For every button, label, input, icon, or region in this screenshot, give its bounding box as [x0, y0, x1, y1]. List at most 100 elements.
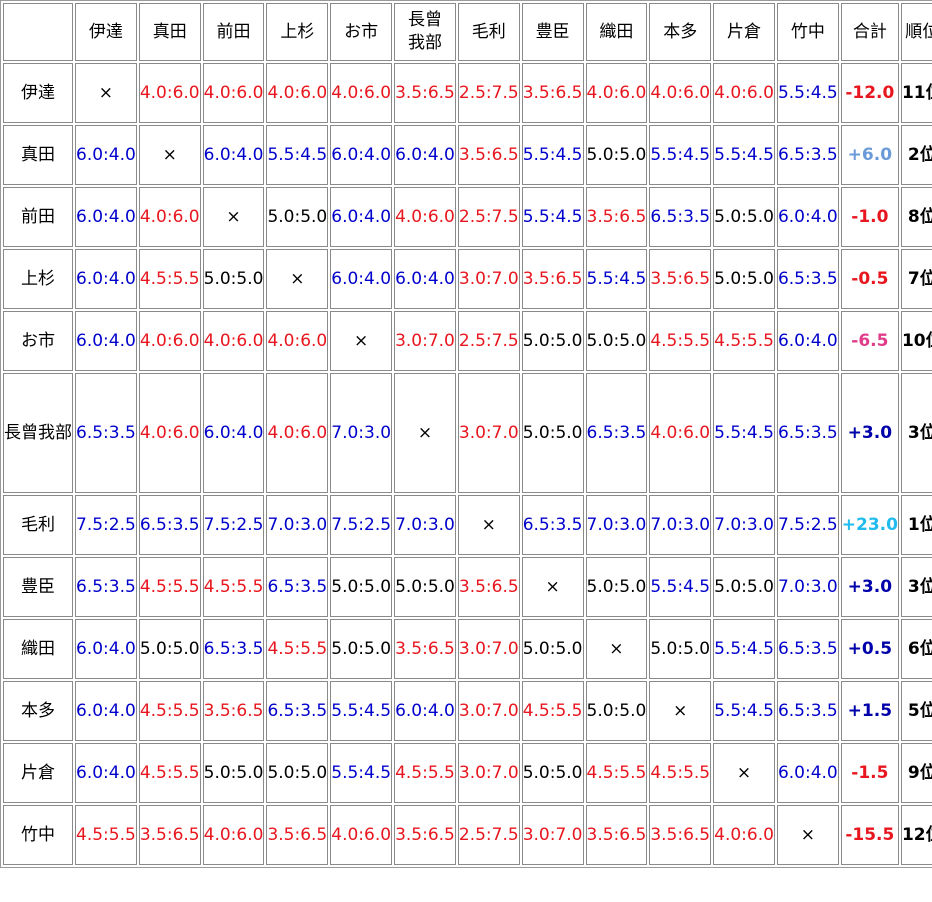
total-cell: +1.5	[840, 681, 899, 741]
score-cell: 4.0:6.0	[585, 63, 648, 123]
table-row: 毛利 7.5:2.5 6.5:3.5 7.5:2.5 7.0:3.0 7.5:2.5 7.0…	[3, 495, 932, 555]
rank-header: 順位	[900, 3, 932, 61]
self-match-cell: ×	[776, 805, 839, 865]
score-cell: 6.0:4.0	[330, 249, 393, 309]
rank-cell: 8位	[900, 187, 932, 247]
score-cell: 5.0:5.0	[713, 249, 775, 309]
score-cell: 5.0:5.0	[202, 743, 265, 803]
self-match-cell: ×	[649, 681, 712, 741]
self-match-cell: ×	[138, 125, 201, 185]
score-cell: 3.5:6.5	[585, 805, 648, 865]
score-cell: 4.5:5.5	[649, 743, 712, 803]
score-cell: 3.0:7.0	[457, 619, 520, 679]
score-cell: 3.5:6.5	[649, 805, 712, 865]
row-header: 伊達	[3, 63, 73, 123]
score-cell: 3.5:6.5	[394, 805, 456, 865]
score-cell: 4.0:6.0	[138, 373, 201, 493]
score-cell: 5.5:4.5	[521, 187, 584, 247]
rank-cell: 2位	[900, 125, 932, 185]
score-cell: 7.0:3.0	[266, 495, 329, 555]
rank-cell: 3位	[900, 557, 932, 617]
total-cell: +0.5	[840, 619, 899, 679]
table-row: 真田 6.0:4.0 × 6.0:4.0 5.5:4.5 6.0:4.0 6.0:4.0 3.…	[3, 125, 932, 185]
score-cell: 4.0:6.0	[330, 805, 393, 865]
score-cell: 5.0:5.0	[713, 557, 775, 617]
score-cell: 7.0:3.0	[585, 495, 648, 555]
score-cell: 7.5:2.5	[776, 495, 839, 555]
table-row: 上杉 6.0:4.0 4.5:5.5 5.0:5.0 × 6.0:4.0 6.0:4.0 3.…	[3, 249, 932, 309]
total-cell: +3.0	[840, 557, 899, 617]
self-match-cell: ×	[394, 373, 456, 493]
score-cell: 6.5:3.5	[75, 557, 137, 617]
row-header: 上杉	[3, 249, 73, 309]
score-cell: 3.0:7.0	[457, 681, 520, 741]
score-cell: 7.0:3.0	[394, 495, 456, 555]
score-cell: 3.5:6.5	[649, 249, 712, 309]
score-cell: 7.5:2.5	[75, 495, 137, 555]
score-cell: 4.5:5.5	[394, 743, 456, 803]
score-cell: 6.5:3.5	[776, 373, 839, 493]
self-match-cell: ×	[521, 557, 584, 617]
table-row: 長曾我部 6.5:3.5 4.0:6.0 6.0:4.0 4.0:6.0 7.0:3.0 ×…	[3, 373, 932, 493]
score-cell: 3.0:7.0	[521, 805, 584, 865]
total-cell: -0.5	[840, 249, 899, 309]
score-cell: 2.5:7.5	[457, 63, 520, 123]
rank-cell: 3位	[900, 373, 932, 493]
score-cell: 6.0:4.0	[394, 681, 456, 741]
score-cell: 4.5:5.5	[202, 557, 265, 617]
table-row: 本多 6.0:4.0 4.5:5.5 3.5:6.5 6.5:3.5 5.5:4.5 6.0…	[3, 681, 932, 741]
total-cell: -1.0	[840, 187, 899, 247]
score-cell: 6.0:4.0	[394, 249, 456, 309]
self-match-cell: ×	[202, 187, 265, 247]
results-table-container: 伊達 真田 前田 上杉 お市 長曾我部 毛利 豊臣 織田 本多 片倉 竹中 合計…	[0, 0, 932, 868]
score-cell: 7.0:3.0	[649, 495, 712, 555]
score-cell: 6.5:3.5	[585, 373, 648, 493]
score-cell: 4.0:6.0	[138, 63, 201, 123]
row-header: 豊臣	[3, 557, 73, 617]
score-cell: 4.5:5.5	[649, 311, 712, 371]
score-cell: 4.5:5.5	[266, 619, 329, 679]
score-cell: 4.0:6.0	[138, 187, 201, 247]
score-cell: 5.0:5.0	[585, 311, 648, 371]
score-cell: 5.5:4.5	[713, 619, 775, 679]
score-cell: 5.0:5.0	[521, 743, 584, 803]
score-cell: 6.0:4.0	[75, 187, 137, 247]
total-cell: -1.5	[840, 743, 899, 803]
score-cell: 5.0:5.0	[266, 187, 329, 247]
score-cell: 7.5:2.5	[202, 495, 265, 555]
table-row: 前田 6.0:4.0 4.0:6.0 × 5.0:5.0 6.0:4.0 4.0:6.0 2.…	[3, 187, 932, 247]
column-header: 豊臣	[521, 3, 584, 61]
score-cell: 4.0:6.0	[713, 63, 775, 123]
rank-cell: 1位	[900, 495, 932, 555]
score-cell: 4.5:5.5	[521, 681, 584, 741]
column-header: 片倉	[713, 3, 775, 61]
score-cell: 5.5:4.5	[330, 681, 393, 741]
column-header: お市	[330, 3, 393, 61]
column-header: 真田	[138, 3, 201, 61]
header-row: 伊達 真田 前田 上杉 お市 長曾我部 毛利 豊臣 織田 本多 片倉 竹中 合計…	[3, 3, 932, 61]
score-cell: 5.5:4.5	[713, 125, 775, 185]
score-cell: 6.5:3.5	[776, 125, 839, 185]
score-cell: 4.0:6.0	[266, 63, 329, 123]
row-header: 真田	[3, 125, 73, 185]
column-header-label: 長曾我部	[407, 10, 442, 53]
score-cell: 3.0:7.0	[457, 373, 520, 493]
score-cell: 6.0:4.0	[776, 743, 839, 803]
score-cell: 6.0:4.0	[75, 249, 137, 309]
score-cell: 7.0:3.0	[776, 557, 839, 617]
score-cell: 5.0:5.0	[138, 619, 201, 679]
score-cell: 5.5:4.5	[649, 125, 712, 185]
score-cell: 3.0:7.0	[457, 249, 520, 309]
score-cell: 5.0:5.0	[266, 743, 329, 803]
score-cell: 5.0:5.0	[521, 373, 584, 493]
total-cell: +3.0	[840, 373, 899, 493]
column-header: 前田	[202, 3, 265, 61]
score-cell: 6.0:4.0	[202, 125, 265, 185]
score-cell: 3.0:7.0	[457, 743, 520, 803]
score-cell: 4.0:6.0	[394, 187, 456, 247]
score-cell: 4.0:6.0	[266, 311, 329, 371]
rank-cell: 11位	[900, 63, 932, 123]
self-match-cell: ×	[457, 495, 520, 555]
score-cell: 3.5:6.5	[521, 249, 584, 309]
score-cell: 3.5:6.5	[394, 63, 456, 123]
